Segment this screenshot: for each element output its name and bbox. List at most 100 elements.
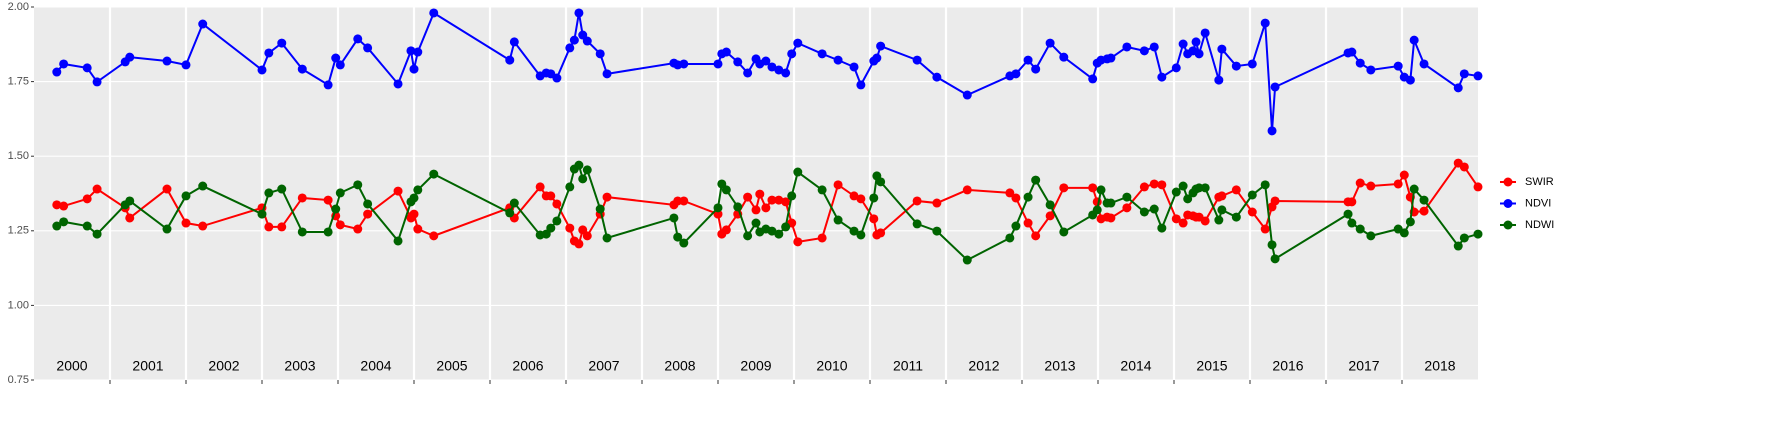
year-label: 2007 xyxy=(588,358,619,374)
data-point xyxy=(331,53,341,63)
year-label: 2005 xyxy=(436,358,467,374)
data-point xyxy=(1122,42,1132,52)
data-point xyxy=(181,218,191,228)
data-point xyxy=(1419,206,1429,216)
data-point xyxy=(876,41,886,51)
data-point xyxy=(331,204,341,214)
legend-label: SWIR xyxy=(1525,176,1554,188)
data-point xyxy=(297,64,307,74)
data-point xyxy=(1045,211,1055,221)
data-point xyxy=(1200,216,1210,226)
data-point xyxy=(721,225,731,235)
data-point xyxy=(1157,223,1167,233)
data-point xyxy=(1122,203,1132,213)
year-label: 2001 xyxy=(132,358,163,374)
data-point xyxy=(413,224,423,234)
data-point xyxy=(429,231,439,241)
data-point xyxy=(743,68,753,78)
year-label: 2015 xyxy=(1196,358,1227,374)
data-point xyxy=(1473,229,1483,239)
data-point xyxy=(509,198,519,208)
year-label: 2011 xyxy=(893,358,923,374)
data-point xyxy=(602,233,612,243)
data-point xyxy=(264,222,274,232)
data-point xyxy=(92,229,102,239)
data-point xyxy=(257,65,267,75)
data-point xyxy=(1023,192,1033,202)
data-point xyxy=(1347,218,1357,228)
data-point xyxy=(1214,75,1224,85)
data-point xyxy=(546,191,556,201)
data-point xyxy=(552,199,562,209)
data-point xyxy=(751,205,761,215)
data-point xyxy=(1260,18,1270,28)
data-point xyxy=(574,8,584,18)
data-point xyxy=(743,192,753,202)
data-point xyxy=(363,43,373,53)
data-point xyxy=(1366,231,1376,241)
data-point xyxy=(1393,179,1403,189)
data-point xyxy=(335,188,345,198)
data-point xyxy=(1106,198,1116,208)
data-point xyxy=(323,195,333,205)
data-point xyxy=(1267,240,1277,250)
data-point xyxy=(125,213,135,223)
data-point xyxy=(833,180,843,190)
data-point xyxy=(1139,207,1149,217)
data-point xyxy=(277,38,287,48)
data-point xyxy=(82,194,92,204)
data-point xyxy=(59,201,69,211)
data-point xyxy=(264,188,274,198)
data-point xyxy=(1122,192,1132,202)
data-point xyxy=(1453,83,1463,93)
data-point xyxy=(1191,37,1201,47)
data-point xyxy=(1270,254,1280,264)
data-point xyxy=(1393,61,1403,71)
y-tick-label: 2.00 xyxy=(8,1,29,13)
legend: SWIR NDVI NDWI xyxy=(1500,176,1554,231)
data-point xyxy=(1231,185,1241,195)
data-point xyxy=(679,196,689,206)
data-point xyxy=(1023,55,1033,65)
data-point xyxy=(181,191,191,201)
year-label: 2009 xyxy=(740,358,771,374)
data-point xyxy=(1005,188,1015,198)
data-point xyxy=(569,35,579,45)
data-point xyxy=(565,223,575,233)
data-point xyxy=(1059,227,1069,237)
data-point xyxy=(713,203,723,213)
data-point xyxy=(1343,209,1353,219)
data-point xyxy=(1247,207,1257,217)
data-point xyxy=(767,195,777,205)
data-point xyxy=(679,59,689,69)
data-point xyxy=(1453,241,1463,251)
data-point xyxy=(297,227,307,237)
data-point xyxy=(1270,196,1280,206)
data-point xyxy=(1088,74,1098,84)
y-tick-label: 1.25 xyxy=(8,225,29,237)
data-point xyxy=(363,209,373,219)
data-point xyxy=(1419,59,1429,69)
year-label: 2004 xyxy=(360,358,391,374)
data-point xyxy=(872,53,882,63)
data-point xyxy=(125,196,135,206)
data-point xyxy=(1031,231,1041,241)
data-point xyxy=(1171,214,1181,224)
data-point xyxy=(181,60,191,70)
data-point xyxy=(595,49,605,59)
data-point xyxy=(1171,187,1181,197)
data-point xyxy=(1260,224,1270,234)
data-point xyxy=(505,55,515,65)
data-point xyxy=(393,236,403,246)
data-point xyxy=(413,185,423,195)
data-point xyxy=(1217,44,1227,54)
data-point xyxy=(761,203,771,213)
data-point xyxy=(932,226,942,236)
data-point xyxy=(774,195,784,205)
data-point xyxy=(1214,215,1224,225)
data-point xyxy=(1247,59,1257,69)
data-point xyxy=(781,68,791,78)
data-point xyxy=(1231,61,1241,71)
data-point xyxy=(82,221,92,231)
